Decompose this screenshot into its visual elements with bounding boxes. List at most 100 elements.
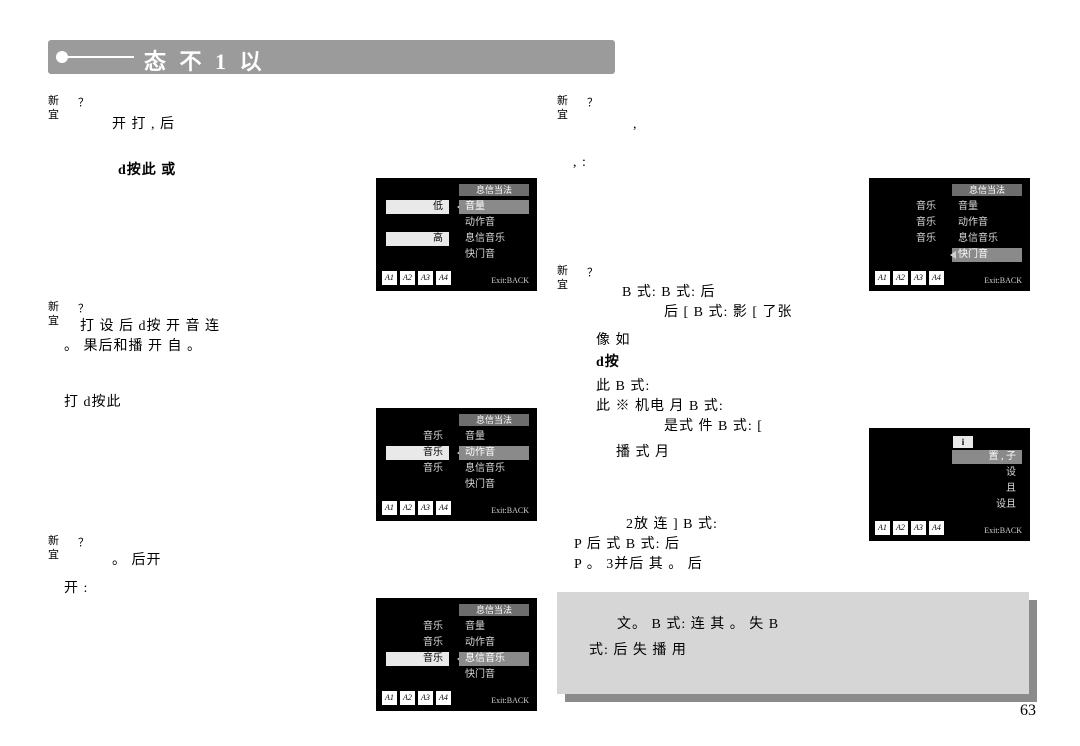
page-number: 63 [1020, 702, 1036, 720]
right-h1a: 新 [557, 94, 569, 108]
left-p1: 开 打 , 后 [112, 116, 175, 134]
left-p2b: 。 果后和播 开 自 。 [64, 338, 202, 356]
right-r10: P 后 式 B 式: 后 [574, 536, 680, 554]
lcd-screen-3: 息信当法 音乐 音乐 音乐 音量 动作音 息信音乐 快门音 A1 A2 A3 A… [376, 598, 537, 711]
footer-icon-1: A1 [875, 521, 890, 535]
menu-header: 息信当法 [952, 184, 1022, 196]
s4-l1: 音乐 [879, 216, 942, 230]
s2-l0: 音乐 [386, 430, 449, 444]
right-r9: 2放 连 ] B 式: [626, 516, 718, 534]
footer-icon-2: A2 [893, 271, 908, 285]
right-r5: 此 B 式: [596, 378, 650, 396]
s2-r0: 音量 [459, 430, 529, 444]
left-p3b: 开 : [64, 580, 88, 598]
right-r8: 播 式 月 [616, 444, 670, 462]
footer-icon-3: A3 [911, 271, 926, 285]
footer-exit: Exit:BACK [491, 696, 529, 705]
s2-l1: 音乐 [386, 446, 449, 460]
footer-icons: A1 A2 A3 A4 [382, 501, 454, 515]
s1-r1: 动作音 [459, 216, 529, 230]
footer-icon-3: A3 [418, 691, 433, 705]
s5-r2: 且 [952, 482, 1022, 496]
footer-icon-2: A2 [400, 691, 415, 705]
s3-l1: 音乐 [386, 636, 449, 650]
footer-icon-4: A4 [436, 691, 451, 705]
footer-icon-2: A2 [400, 501, 415, 515]
s3-l2: 音乐 [386, 652, 449, 666]
footer-icon-4: A4 [929, 271, 944, 285]
s4-r3: 快门音 [952, 248, 1022, 262]
footer-icon-2: A2 [893, 521, 908, 535]
s1-r2: 息信音乐 [459, 232, 529, 246]
footer-icon-2: A2 [400, 271, 415, 285]
s3-l0: 音乐 [386, 620, 449, 634]
left-h2b: 宜 [48, 314, 60, 328]
info-icon: i [953, 436, 973, 448]
footer-exit: Exit:BACK [984, 526, 1022, 535]
note-l1: 文。 B 式: 连 其 。 失 B [617, 616, 779, 634]
s2-l2: 音乐 [386, 462, 449, 476]
s1-l1: 低 [386, 200, 449, 214]
right-h2a: 新 [557, 264, 569, 278]
left-p2c: 打 d按此 [64, 394, 122, 412]
footer-icon-3: A3 [911, 521, 926, 535]
footer-icons: A1 A2 A3 A4 [875, 271, 947, 285]
footer-icon-4: A4 [929, 521, 944, 535]
title-rule [62, 56, 134, 58]
footer-icons: A1 A2 A3 A4 [382, 271, 454, 285]
left-h2q: ？ [78, 302, 90, 316]
note-l2: 式: 后 失 播 用 [589, 642, 687, 660]
footer-icon-1: A1 [382, 691, 397, 705]
right-r2: 后 [ B 式: 影 [ 了张 [664, 304, 793, 322]
footer-icons: A1 A2 A3 A4 [382, 691, 454, 705]
footer-icon-4: A4 [436, 501, 451, 515]
s4-r1: 动作音 [952, 216, 1022, 230]
left-h3b: 宜 [48, 548, 60, 562]
right-p1a: , [633, 116, 638, 134]
left-h1b: 宜 [48, 108, 60, 122]
left-h3a: 新 [48, 534, 60, 548]
footer-icon-3: A3 [418, 501, 433, 515]
s1-r3: 快门音 [459, 248, 529, 262]
right-r4: d按 [596, 354, 620, 372]
lcd-screen-4: 息信当法 音乐 音乐 音乐 音量 动作音 息信音乐 快门音 A1 A2 A3 A… [869, 178, 1030, 291]
right-r7: 是式 件 B 式: [ [664, 418, 763, 436]
s4-r2: 息信音乐 [952, 232, 1022, 246]
section-title: 态 不 1 以 [144, 44, 266, 76]
footer-exit: Exit:BACK [984, 276, 1022, 285]
left-p2a: 打 设 后 d按 开 音 连 [80, 318, 220, 336]
footer-icon-3: A3 [418, 271, 433, 285]
footer-exit: Exit:BACK [491, 506, 529, 515]
right-h1b: 宜 [557, 108, 569, 122]
footer-exit: Exit:BACK [491, 276, 529, 285]
s5-r1: 设 [952, 466, 1022, 480]
s4-l2: 音乐 [879, 232, 942, 246]
right-r3: 像 如 [596, 332, 631, 350]
left-p1b: d按此 或 [118, 162, 176, 180]
s2-r2: 息信音乐 [459, 462, 529, 476]
s4-r0: 音量 [952, 200, 1022, 214]
right-r11: P 。 3并后 其 。 后 [574, 556, 703, 574]
menu-header: 息信当法 [459, 184, 529, 196]
triangle-icon [950, 248, 960, 262]
lcd-screen-2: 息信当法 音乐 音乐 音乐 音量 动作音 息信音乐 快门音 A1 A2 A3 A… [376, 408, 537, 521]
s2-r3: 快门音 [459, 478, 529, 492]
lcd-screen-1: 息信当法 低 高 音量 动作音 息信音乐 快门音 A1 A2 A3 A4 Exi… [376, 178, 537, 291]
right-p1b: , : [573, 154, 587, 172]
lcd-screen-5: i 置 , 子 设 且 设且 A1 A2 A3 A4 Exit:BACK [869, 428, 1030, 541]
s3-r3: 快门音 [459, 668, 529, 682]
s3-r0: 音量 [459, 620, 529, 634]
note-box: 文。 B 式: 连 其 。 失 B 式: 后 失 播 用 [557, 592, 1029, 694]
right-h1q: ？ [587, 96, 599, 110]
s1-r0: 音量 [459, 200, 529, 214]
left-h3q: ？ [78, 536, 90, 550]
menu-header: 息信当法 [459, 604, 529, 616]
left-p3a: 。 后开 [112, 552, 162, 570]
section-title-bar: 态 不 1 以 [48, 40, 615, 74]
s4-l0: 音乐 [879, 200, 942, 214]
footer-icon-1: A1 [875, 271, 890, 285]
footer-icon-4: A4 [436, 271, 451, 285]
right-h2b: 宜 [557, 278, 569, 292]
right-h2q: ？ [587, 266, 599, 280]
footer-icon-1: A1 [382, 271, 397, 285]
